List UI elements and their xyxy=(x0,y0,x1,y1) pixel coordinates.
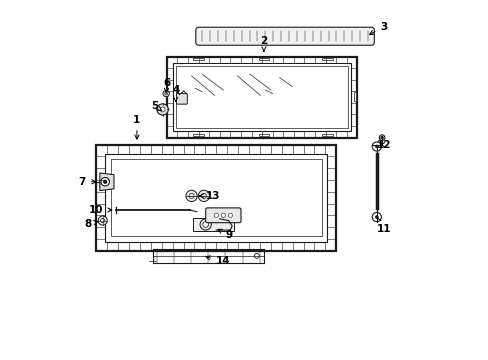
Circle shape xyxy=(157,104,168,115)
Bar xyxy=(193,218,233,231)
Circle shape xyxy=(103,180,106,183)
Circle shape xyxy=(101,177,109,186)
Circle shape xyxy=(379,135,384,140)
Bar xyxy=(176,66,347,128)
Circle shape xyxy=(164,92,167,95)
Bar xyxy=(322,58,332,60)
Bar xyxy=(96,145,336,251)
Text: 14: 14 xyxy=(205,256,230,266)
Bar xyxy=(258,134,269,136)
Bar xyxy=(322,134,332,136)
Bar xyxy=(193,134,203,136)
Text: 10: 10 xyxy=(89,205,112,215)
Circle shape xyxy=(185,190,197,202)
Circle shape xyxy=(371,212,381,222)
Bar xyxy=(105,153,327,242)
Circle shape xyxy=(160,107,165,112)
Polygon shape xyxy=(100,173,114,190)
Circle shape xyxy=(371,142,381,151)
Text: 11: 11 xyxy=(376,218,390,234)
Text: 1: 1 xyxy=(133,115,140,139)
Text: 8: 8 xyxy=(84,219,98,229)
Bar xyxy=(353,92,355,100)
Text: 5: 5 xyxy=(151,101,162,111)
Text: 2: 2 xyxy=(260,36,267,51)
Circle shape xyxy=(380,136,383,139)
Circle shape xyxy=(198,190,209,202)
Text: 3: 3 xyxy=(369,22,386,35)
Text: 13: 13 xyxy=(199,191,220,201)
Circle shape xyxy=(375,216,377,219)
Circle shape xyxy=(163,90,169,97)
Text: 9: 9 xyxy=(218,229,232,240)
Circle shape xyxy=(228,213,232,217)
Circle shape xyxy=(98,216,107,225)
FancyBboxPatch shape xyxy=(195,27,374,45)
Bar xyxy=(111,159,321,236)
Circle shape xyxy=(375,145,377,148)
FancyBboxPatch shape xyxy=(205,208,241,223)
Circle shape xyxy=(101,219,104,223)
Text: 7: 7 xyxy=(79,177,96,187)
Text: 4: 4 xyxy=(172,85,179,101)
Circle shape xyxy=(214,213,218,217)
Circle shape xyxy=(221,213,225,217)
Text: 12: 12 xyxy=(376,140,390,150)
Bar xyxy=(166,57,357,138)
FancyBboxPatch shape xyxy=(176,94,187,104)
Circle shape xyxy=(200,219,211,230)
Circle shape xyxy=(203,222,208,227)
Bar xyxy=(258,58,269,60)
Text: 6: 6 xyxy=(163,78,170,94)
Bar xyxy=(173,63,350,131)
Bar xyxy=(193,58,203,60)
